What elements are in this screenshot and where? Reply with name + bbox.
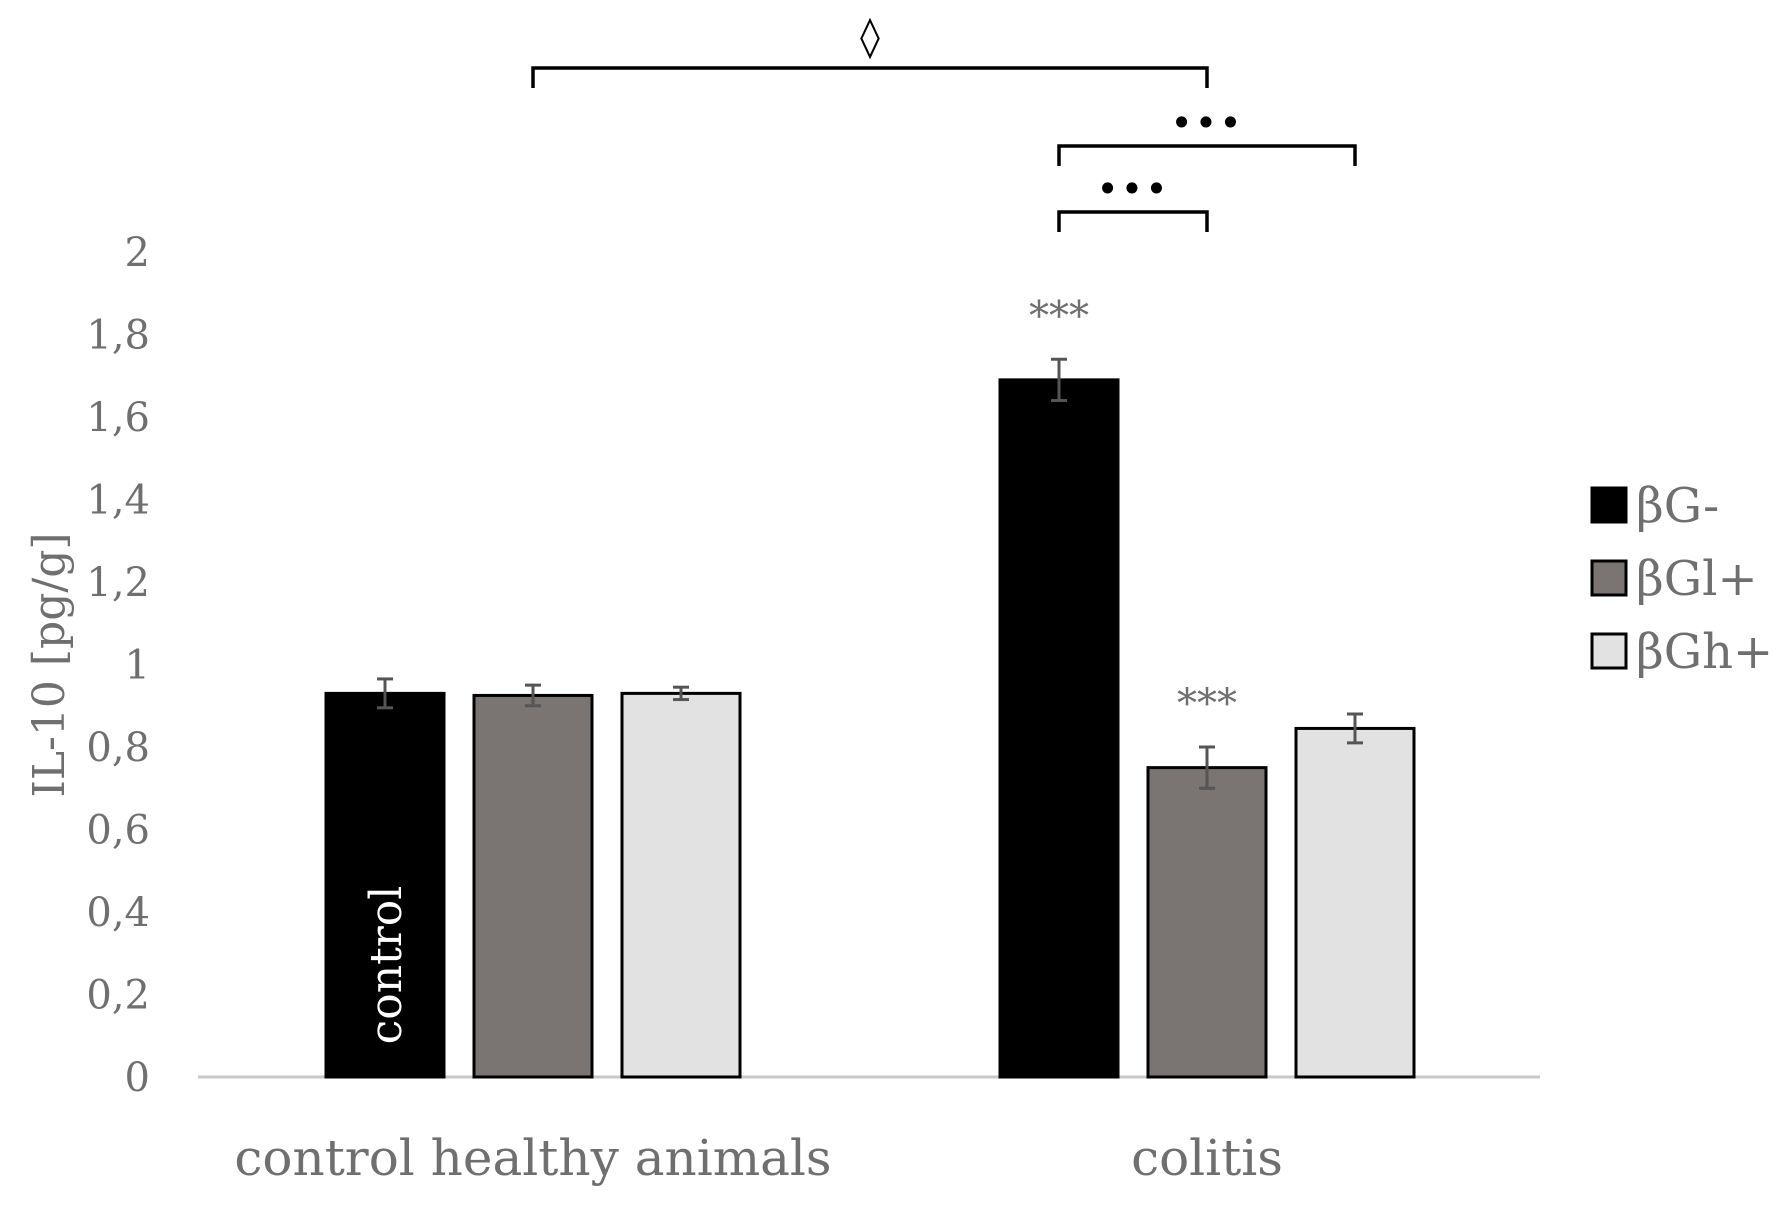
bars	[324, 357, 1416, 1079]
significance-stars: ***	[1177, 681, 1237, 727]
error-bar	[1347, 712, 1363, 745]
bar	[472, 693, 594, 1079]
error-bar	[525, 683, 541, 708]
comparison-bracket: •••	[1057, 101, 1357, 166]
y-tick-label: 0,4	[86, 890, 150, 936]
y-tick-label: 0	[125, 1055, 150, 1101]
legend-swatch	[1590, 486, 1628, 524]
bar	[998, 378, 1120, 1079]
legend-label: βG-	[1636, 478, 1719, 534]
comparison-bracket: •••	[1057, 167, 1209, 232]
bracket-label: •••	[1096, 167, 1169, 211]
bracket-label: ◊	[860, 14, 880, 60]
error-bar	[1199, 745, 1215, 790]
legend-item: βGh+	[1590, 624, 1773, 680]
y-axis-label: IL-10 [pg/g]	[24, 532, 75, 797]
legend-swatch	[1590, 632, 1628, 670]
bar	[1146, 766, 1268, 1079]
y-tick-label: 1,8	[86, 313, 150, 359]
bar-annotations: control *** ***	[361, 293, 1237, 1044]
y-tick-label: 1,6	[86, 395, 150, 441]
comparison-brackets: ◊ ••••••	[531, 14, 1357, 232]
legend-swatch	[1590, 559, 1628, 597]
bar	[620, 691, 742, 1079]
bar	[324, 691, 446, 1079]
y-tick-label: 0,2	[86, 973, 150, 1019]
y-tick-label: 2	[125, 230, 150, 276]
y-tick-label: 1	[125, 643, 150, 689]
error-bar	[377, 677, 393, 710]
error-bar	[673, 685, 689, 702]
y-tick-label: 1,4	[86, 478, 150, 524]
legend-item: βG-	[1590, 478, 1719, 534]
error-bar	[1051, 357, 1067, 402]
bracket-label: •••	[1170, 101, 1243, 145]
y-tick-label: 1,2	[86, 560, 150, 606]
y-tick-label: 0,6	[86, 808, 150, 854]
x-category-label: colitis	[1131, 1129, 1283, 1187]
y-axis-ticks: 0 0,2 0,4 0,6 0,8 1 1,2 1,4 1,6 1,8 2	[86, 230, 150, 1101]
legend-label: βGh+	[1636, 624, 1773, 680]
bar	[1294, 726, 1416, 1079]
legend: βG-βGl+ βGh+	[1590, 478, 1773, 680]
x-axis-categories: control healthy animals colitis	[234, 1129, 1283, 1187]
bar-inner-label: control	[361, 886, 412, 1045]
comparison-bracket: ◊	[531, 14, 1209, 88]
legend-label: βGl+	[1636, 551, 1758, 607]
significance-stars: ***	[1029, 293, 1089, 339]
y-tick-label: 0,8	[86, 725, 150, 771]
x-category-label: control healthy animals	[234, 1129, 831, 1187]
legend-item: βGl+	[1590, 551, 1758, 607]
